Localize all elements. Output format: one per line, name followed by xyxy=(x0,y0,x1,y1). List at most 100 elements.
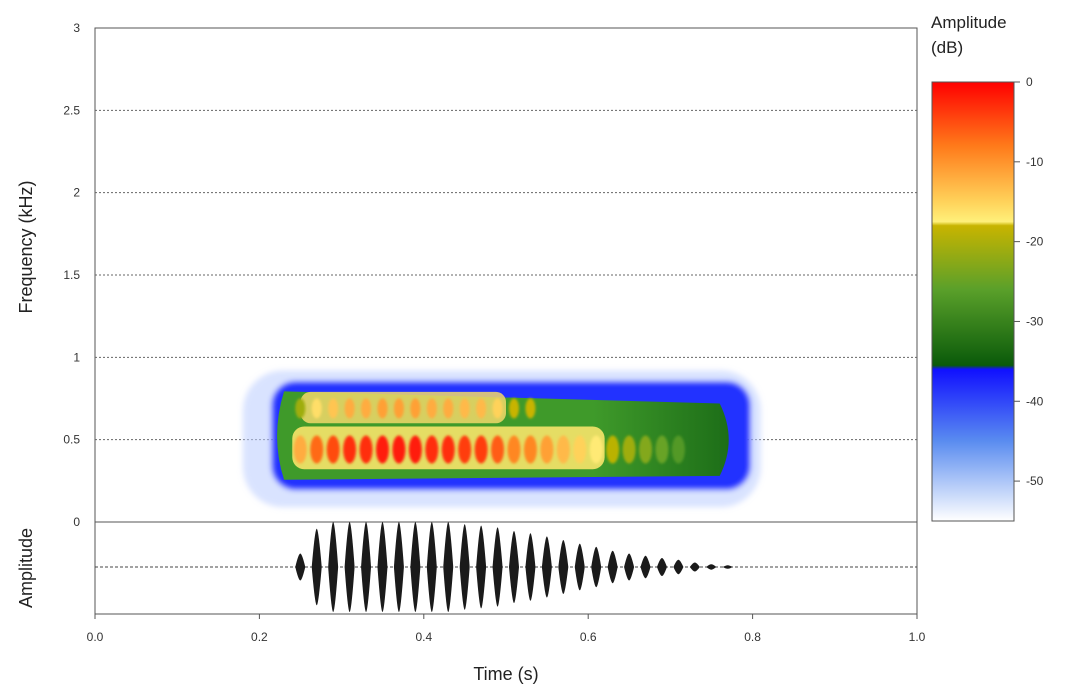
pulse-lower-harmonic xyxy=(310,435,324,464)
waveform-pulse xyxy=(722,565,733,569)
waveform-pulse xyxy=(509,531,519,603)
pulse-upper-harmonic xyxy=(410,398,421,419)
pulse-lower-harmonic xyxy=(375,435,389,464)
frequency-axis-ticks: 0 0.5 1 1.5 2 2.5 3 xyxy=(63,21,80,529)
waveform-pulse xyxy=(525,533,536,601)
waveform-frame xyxy=(94,521,918,615)
waveform-pulse xyxy=(558,540,569,594)
pulse-lower-harmonic xyxy=(655,435,669,464)
waveform-pulse xyxy=(410,522,421,612)
frequency-tick-label: 3 xyxy=(73,21,80,35)
frequency-tick-label: 0 xyxy=(73,515,80,529)
waveform-pulse xyxy=(377,522,388,612)
pulse-upper-harmonic xyxy=(476,398,487,419)
colorbar-title-line2: (dB) xyxy=(931,38,963,57)
pulse-upper-harmonic xyxy=(492,398,503,419)
pulse-lower-harmonic xyxy=(441,435,455,464)
pulse-lower-harmonic xyxy=(622,435,636,464)
waveform-pulse xyxy=(689,562,700,572)
pulse-upper-harmonic xyxy=(377,398,388,419)
waveform-pulse xyxy=(607,550,618,584)
colorbar-title-line1: Amplitude xyxy=(931,13,1007,32)
pulse-lower-harmonic xyxy=(408,435,422,464)
colorbar: Amplitude (dB) 0 -10 -20 -30 -40 -50 xyxy=(931,13,1044,522)
pulse-lower-harmonic xyxy=(392,435,406,464)
waveform-pulse xyxy=(656,558,667,576)
time-axis-ticks: 0.0 0.2 0.4 0.6 0.8 1.0 xyxy=(87,614,926,644)
waveform-pulse xyxy=(541,536,552,598)
frequency-tick-label: 2.5 xyxy=(63,103,80,117)
waveform-pulse xyxy=(492,527,503,607)
waveform-pulse xyxy=(640,555,651,579)
colorbar-scale xyxy=(931,81,1015,522)
time-tick-label: 1.0 xyxy=(909,630,926,644)
waveform-pulse xyxy=(426,522,437,612)
frequency-gridlines xyxy=(95,109,917,441)
waveform-pulse xyxy=(443,522,454,612)
waveform-pulse xyxy=(459,524,470,610)
pulse-upper-harmonic xyxy=(426,398,437,419)
waveform-panel: Amplitude xyxy=(16,521,918,615)
waveform-pulse xyxy=(361,522,372,612)
pulse-lower-harmonic xyxy=(556,435,570,464)
pulse-upper-harmonic xyxy=(525,398,536,419)
waveform-pulse xyxy=(624,553,635,581)
pulse-upper-harmonic xyxy=(328,398,339,419)
time-tick-label: 0.4 xyxy=(415,630,432,644)
pulse-lower-harmonic xyxy=(326,435,340,464)
harmonic-pulses xyxy=(293,398,685,464)
waveform-pulse xyxy=(311,528,322,606)
frequency-tick-label: 1 xyxy=(73,350,80,364)
call-body xyxy=(277,391,729,480)
pulse-upper-harmonic xyxy=(295,398,306,419)
pulse-lower-harmonic xyxy=(343,435,357,464)
time-tick-label: 0.6 xyxy=(580,630,597,644)
pulse-upper-harmonic xyxy=(361,398,372,419)
time-tick-label: 0.0 xyxy=(87,630,104,644)
colorbar-tick-label: -40 xyxy=(1026,394,1044,408)
time-tick-label: 0.8 xyxy=(744,630,761,644)
pulse-lower-harmonic xyxy=(671,435,685,464)
waveform-pulse xyxy=(295,553,306,581)
pulse-lower-harmonic xyxy=(523,435,537,464)
pulse-lower-harmonic xyxy=(540,435,554,464)
pulse-lower-harmonic xyxy=(606,435,620,464)
pulse-lower-harmonic xyxy=(458,435,472,464)
pulse-lower-harmonic xyxy=(507,435,521,464)
frequency-axis-label: Frequency (kHz) xyxy=(16,180,36,313)
frequency-tick-label: 0.5 xyxy=(63,433,80,447)
pulse-lower-harmonic xyxy=(359,435,373,464)
pulse-lower-harmonic xyxy=(573,435,587,464)
waveform-pulse xyxy=(673,559,684,575)
frequency-tick-label: 1.5 xyxy=(63,268,80,282)
spectrogram-heatmap xyxy=(242,370,761,508)
waveform-pulse xyxy=(344,522,355,612)
pulse-upper-harmonic xyxy=(311,398,322,419)
pulse-lower-harmonic xyxy=(293,435,307,464)
waveform-pulse xyxy=(591,546,602,588)
colorbar-tick-label: -20 xyxy=(1026,235,1044,249)
frequency-tick-label: 2 xyxy=(73,186,80,200)
waveform-pulse xyxy=(574,543,585,591)
pulse-lower-harmonic xyxy=(425,435,439,464)
pulse-upper-harmonic xyxy=(443,398,454,419)
colorbar-tick-label: -30 xyxy=(1026,314,1044,328)
colorbar-tick-label: 0 xyxy=(1026,75,1033,89)
waveform-axis-label: Amplitude xyxy=(16,528,36,608)
pulse-lower-harmonic xyxy=(474,435,488,464)
waveform-pulse xyxy=(328,522,339,612)
pulse-upper-harmonic xyxy=(459,398,470,419)
time-axis-label: Time (s) xyxy=(473,664,538,684)
pulse-lower-harmonic xyxy=(491,435,505,464)
colorbar-tick-label: -50 xyxy=(1026,474,1044,488)
time-tick-label: 0.2 xyxy=(251,630,268,644)
colorbar-ticks: 0 -10 -20 -30 -40 -50 xyxy=(1014,75,1044,488)
spectrogram-panel: 0 0.5 1 1.5 2 2.5 3 Frequency (kHz) xyxy=(16,21,918,529)
pulse-upper-harmonic xyxy=(344,398,355,419)
pulse-lower-harmonic xyxy=(589,435,603,464)
waveform-pulse xyxy=(476,525,487,609)
pulse-upper-harmonic xyxy=(509,398,519,419)
waveform-pulses xyxy=(295,522,733,612)
colorbar-tick-label: -10 xyxy=(1026,155,1044,169)
